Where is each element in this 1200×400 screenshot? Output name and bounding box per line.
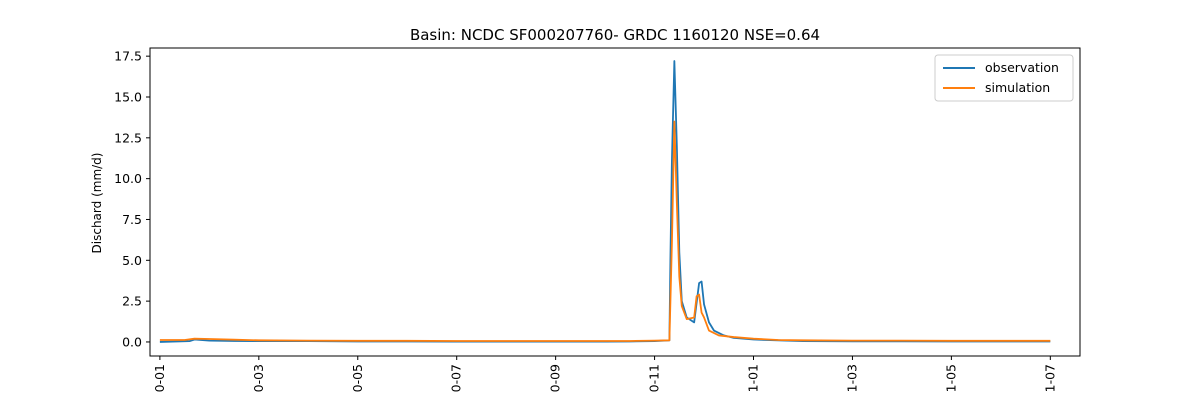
y-tick-label: 12.5 (114, 130, 142, 145)
x-tick-label: 1-01 (746, 364, 761, 392)
legend-label-simulation: simulation (985, 80, 1050, 95)
y-tick-label: 2.5 (122, 294, 142, 309)
legend: observation simulation (934, 54, 1074, 102)
x-tick-label: 1-07 (1042, 364, 1057, 392)
x-tick-label: 1-05 (943, 364, 958, 392)
x-tick-label: 0-07 (449, 364, 464, 392)
x-tick-label: 0-05 (350, 364, 365, 392)
y-tick-label: 0.0 (122, 334, 142, 349)
x-axis: 0-01 0-03 0-05 0-07 0-09 0-11 1-01 1-03 1-05 1-07 (152, 356, 1057, 392)
y-axis-label: Dischard (mm/d) (90, 153, 104, 254)
legend-label-observation: observation (985, 60, 1059, 75)
y-tick-label: 15.0 (114, 89, 142, 104)
series-line-simulation (159, 120, 1051, 342)
y-tick-label: 10.0 (114, 171, 142, 186)
legend-box (934, 54, 1074, 102)
x-tick-label: 0-03 (251, 364, 266, 392)
x-tick-label: 0-09 (548, 364, 563, 392)
plot-frame (149, 47, 1081, 357)
x-tick-label: 1-03 (844, 364, 859, 392)
y-tick-label: 5.0 (122, 253, 142, 268)
series-line-observation (159, 60, 1051, 343)
y-tick-label: 7.5 (122, 212, 142, 227)
x-tick-label: 0-01 (152, 364, 167, 392)
chart-title: Basin: NCDC SF000207760- GRDC 1160120 NS… (410, 26, 820, 44)
y-tick-label: 17.5 (114, 49, 142, 64)
y-axis: 0.0 2.5 5.0 7.5 10.0 12.5 15.0 17.5 (114, 49, 150, 349)
x-tick-label: 0-11 (647, 364, 662, 392)
